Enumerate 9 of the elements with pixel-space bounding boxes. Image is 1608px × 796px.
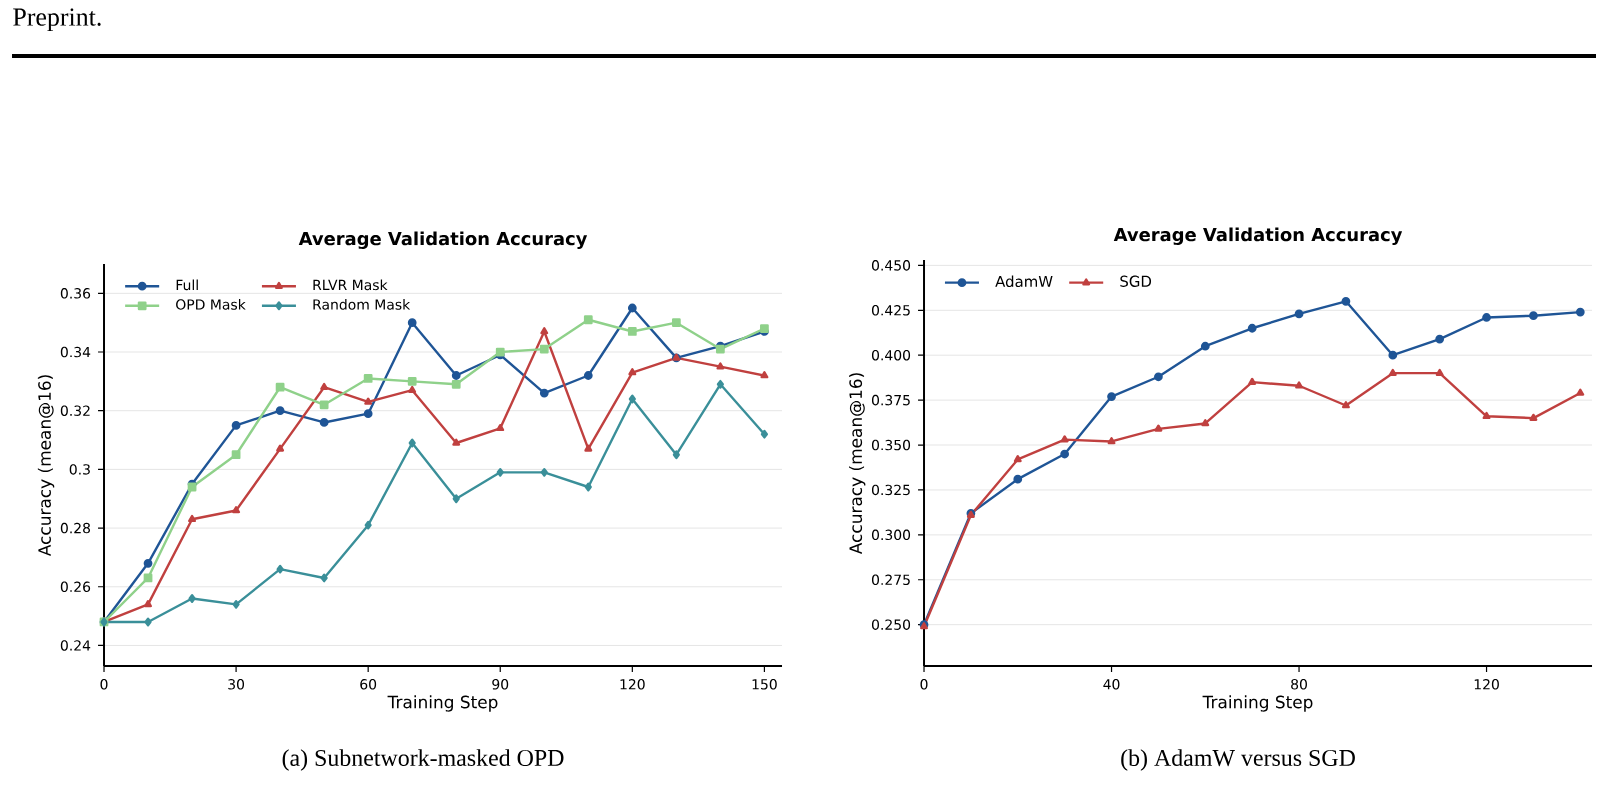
text: Preprint. [13, 8, 101, 32]
x-axis-title: Training Step [1202, 695, 1313, 712]
text: (b) AdamW versus SGD [1121, 749, 1355, 771]
y-axis-title: Accuracy (mean@16) [37, 375, 55, 557]
chart-title: Average Validation Accuracy [298, 231, 588, 249]
text: (a) Subnetwork-masked OPD [282, 749, 564, 771]
chart-title: Average Validation Accuracy [1113, 227, 1403, 245]
x-axis-title: Training Step [387, 695, 498, 712]
y-axis-title: Accuracy (mean@16) [849, 373, 866, 555]
